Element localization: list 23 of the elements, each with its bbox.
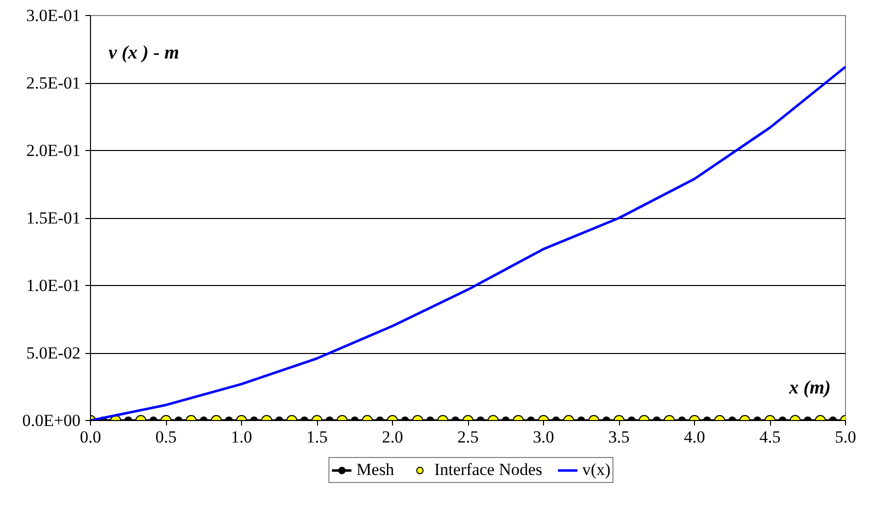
x-tick-label: 3.5	[608, 428, 630, 446]
y-axis-title: v (x ) - m	[108, 42, 180, 64]
y-tick-label: 2.0E-01	[26, 141, 80, 160]
y-tick-label: 5.0E-02	[26, 344, 80, 362]
x-tick-label: 1.0	[230, 428, 252, 446]
x-tick-label: 2.0	[382, 428, 404, 446]
x-tick-label: 2.5	[457, 428, 479, 446]
x-tick-label: 0.0	[80, 428, 102, 446]
x-tick-label: 3.0	[532, 428, 554, 446]
legend-label: Mesh	[356, 460, 394, 480]
x-axis-title: x (m)	[788, 378, 831, 398]
x-tick-label: 5.0	[834, 428, 856, 446]
y-tick-label: 1.5E-01	[26, 208, 80, 228]
legend-label: Interface Nodes	[434, 460, 542, 480]
y-tick-label: 2.5E-01	[26, 74, 80, 92]
x-tick-label: 1.5	[306, 428, 328, 446]
x-tick-label: 4.0	[684, 428, 706, 446]
y-tick-label: 0.0E+00	[22, 411, 81, 430]
y-tick-label: 3.0E-01	[26, 6, 80, 25]
x-tick-label: 0.5	[155, 428, 177, 446]
y-tick-label: 1.0E-01	[26, 276, 80, 295]
x-tick-label: 4.5	[759, 428, 781, 446]
legend-label: v(x)	[582, 460, 611, 480]
